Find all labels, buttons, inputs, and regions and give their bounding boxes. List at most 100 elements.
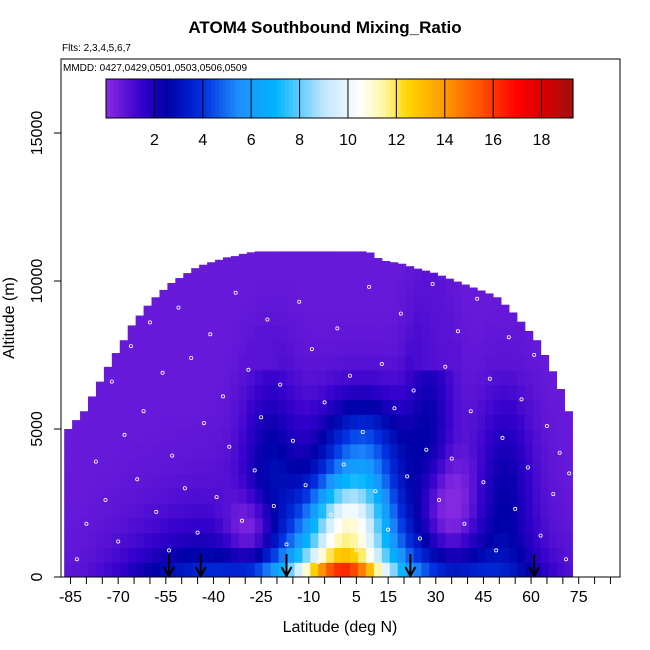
heatmap-cell <box>215 355 224 371</box>
heatmap-cell <box>421 488 431 504</box>
heatmap-cell <box>246 443 256 460</box>
heatmap-cell <box>500 325 510 341</box>
heatmap-cell <box>262 251 272 267</box>
heatmap-cell <box>215 562 224 577</box>
heatmap-cell <box>111 429 121 445</box>
heatmap-cell <box>516 503 526 519</box>
heatmap-cell <box>334 340 343 356</box>
heatmap-cell <box>230 458 240 474</box>
colorbar-swatch <box>296 79 302 118</box>
heatmap-cell <box>397 266 407 282</box>
heatmap-cell <box>357 562 367 577</box>
heatmap-cell <box>222 384 232 400</box>
heatmap-cell <box>222 369 232 386</box>
heatmap-cell <box>167 295 176 312</box>
heatmap-cell <box>413 325 423 341</box>
colorbar-swatch <box>113 79 119 118</box>
heatmap-cell <box>342 281 351 297</box>
heatmap-cell <box>437 275 446 282</box>
heatmap-cell <box>564 443 573 460</box>
sample-point <box>252 468 257 473</box>
heatmap-cell <box>556 547 566 563</box>
heatmap-cell <box>215 547 224 563</box>
colorbar-tick-label: 4 <box>198 132 207 149</box>
heatmap-cell <box>88 547 97 563</box>
heatmap-cell <box>516 517 526 534</box>
heatmap-cell <box>238 429 248 445</box>
heatmap-cell <box>135 547 145 563</box>
colorbar-swatch <box>355 79 360 118</box>
heatmap-cell <box>95 399 105 415</box>
heatmap-cell <box>469 355 478 371</box>
heatmap-cell <box>350 281 359 297</box>
heatmap-cell <box>500 304 510 312</box>
heatmap-cell <box>373 384 383 400</box>
heatmap-cell <box>135 369 145 386</box>
heatmap-cell <box>294 458 303 474</box>
heatmap-cell <box>500 399 510 415</box>
heatmap-cell <box>326 325 335 341</box>
heatmap-cell <box>413 503 423 519</box>
heatmap-cell <box>199 503 208 519</box>
x-tick-label: 15 <box>379 589 397 606</box>
heatmap-cell <box>222 517 232 534</box>
heatmap-cell <box>453 399 462 415</box>
heatmap-cell <box>381 261 391 267</box>
colorbar-swatch <box>242 79 247 118</box>
heatmap-cell <box>135 429 145 445</box>
colorbar-swatch <box>510 79 516 118</box>
heatmap-cell <box>254 325 264 341</box>
heatmap-cell <box>524 384 534 400</box>
colorbar-tick-label: 12 <box>387 132 405 149</box>
heatmap-cell <box>278 384 288 400</box>
heatmap-cell <box>429 503 438 519</box>
sample-point <box>411 388 416 393</box>
heatmap-cell <box>238 473 248 489</box>
heatmap-cell <box>270 429 280 445</box>
heatmap-cell <box>365 281 375 297</box>
heatmap-cell <box>286 458 296 474</box>
heatmap-cell <box>389 562 399 577</box>
sample-point <box>430 281 435 286</box>
chart-title: ATOM4 Southbound Mixing_Ratio <box>188 18 462 37</box>
heatmap-cell <box>238 488 248 504</box>
heatmap-cell <box>246 369 256 386</box>
heatmap-cell <box>72 420 81 430</box>
heatmap-cell <box>111 488 121 504</box>
heatmap-cell <box>389 547 399 563</box>
heatmap-cell <box>135 384 145 400</box>
heatmap-cell <box>111 547 121 563</box>
colorbar-swatch <box>253 79 259 118</box>
sample-point <box>122 432 127 437</box>
heatmap-cell <box>167 429 176 445</box>
colorbar-swatch <box>125 79 130 118</box>
heatmap-cell <box>64 429 73 445</box>
heatmap-cell <box>405 384 415 400</box>
heatmap-cell <box>469 399 478 415</box>
heatmap-cell <box>135 562 145 577</box>
heatmap-cell <box>373 517 383 534</box>
heatmap-cell <box>437 458 446 474</box>
heatmap-cell <box>429 488 438 504</box>
heatmap-cell <box>183 443 192 460</box>
heatmap-cell <box>485 295 494 312</box>
heatmap-cell <box>437 532 446 548</box>
heatmap-cell <box>524 517 534 534</box>
heatmap-cell <box>357 532 367 548</box>
heatmap-cell <box>151 355 161 371</box>
heatmap-cell <box>350 562 359 577</box>
heatmap-cell <box>381 532 391 548</box>
heatmap-cell <box>373 258 383 267</box>
heatmap-cell <box>405 340 415 356</box>
y-axis-label: Altitude (m) <box>1 277 18 359</box>
heatmap-cell <box>477 458 486 474</box>
heatmap-cell <box>389 384 399 400</box>
heatmap-cell <box>421 547 431 563</box>
sample-point <box>166 548 171 553</box>
heatmap-cell <box>238 281 248 297</box>
heatmap-cell <box>238 414 248 430</box>
heatmap-cell <box>215 488 224 504</box>
heatmap-cell <box>183 310 192 326</box>
sample-point <box>147 320 152 325</box>
heatmap-cell <box>199 369 208 386</box>
